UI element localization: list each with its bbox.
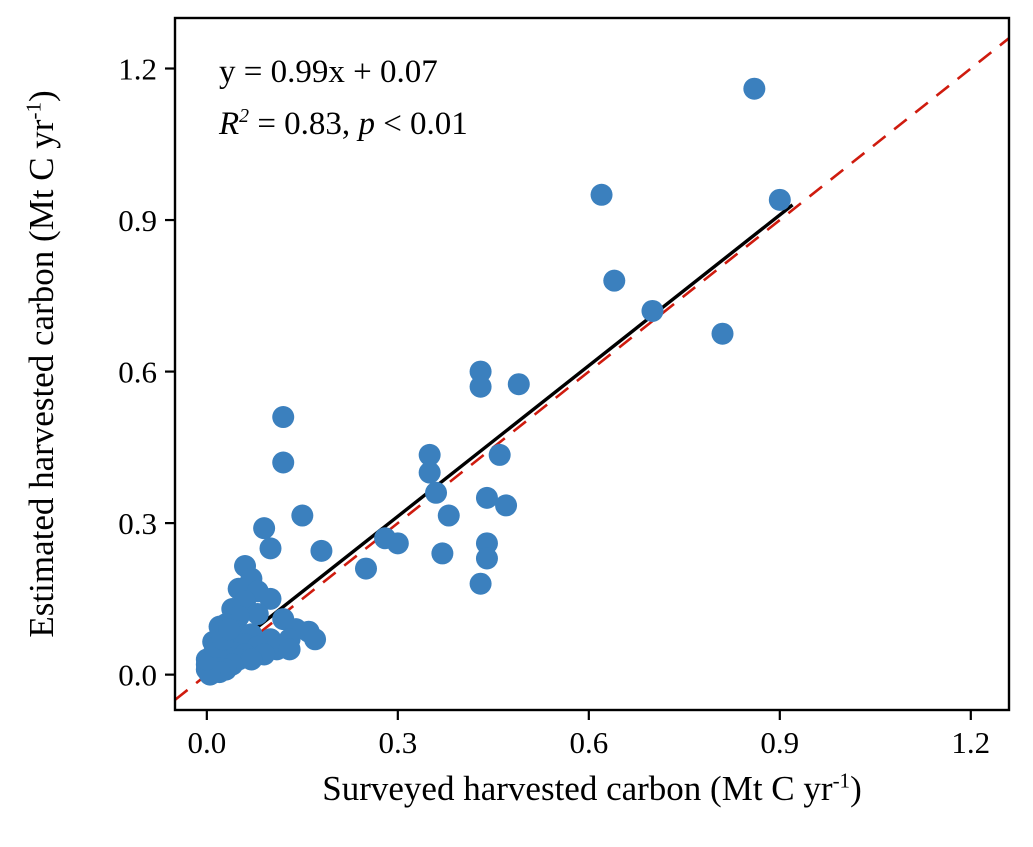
x-axis-title-text: Surveyed harvested carbon (Mt C yr xyxy=(322,769,833,808)
y-axis-title-text: Estimated harvested carbon (Mt C yr xyxy=(22,119,61,638)
data-point xyxy=(310,539,333,562)
r-squared-exponent: 2 xyxy=(239,105,250,128)
identity-line xyxy=(175,37,1009,701)
data-point xyxy=(488,443,511,466)
regression-equation: y = 0.99x + 0.07 xyxy=(219,54,438,90)
data-point xyxy=(418,461,441,484)
r-squared-value: = 0.83, xyxy=(249,106,359,143)
r-squared-symbol: R xyxy=(219,106,240,143)
data-point xyxy=(259,537,282,560)
data-point xyxy=(418,443,441,466)
x-tick-label: 0.0 xyxy=(187,725,226,760)
x-axis-title: Surveyed harvested carbon (Mt C yr-1) xyxy=(322,769,861,809)
y-tick-label: 0.3 xyxy=(118,506,157,541)
data-point xyxy=(246,603,269,626)
data-point xyxy=(711,322,734,345)
data-point xyxy=(590,183,613,206)
y-tick-label: 0.0 xyxy=(118,658,157,693)
data-point xyxy=(475,547,498,570)
regression-annotation: y = 0.99x + 0.07 R2 = 0.83, p < 0.01 xyxy=(219,46,468,150)
regression-stats: R2 = 0.83, p < 0.01 xyxy=(219,98,468,150)
regression-line xyxy=(205,203,794,669)
data-point xyxy=(507,373,530,396)
data-point xyxy=(425,481,448,504)
data-point xyxy=(469,360,492,383)
x-tick-label: 1.2 xyxy=(951,725,990,760)
y-axis-title-superscript: -1 xyxy=(21,102,46,120)
data-point xyxy=(743,77,766,100)
data-point xyxy=(304,628,327,651)
data-point xyxy=(354,557,377,580)
data-point xyxy=(291,504,314,527)
data-point xyxy=(272,406,295,429)
x-tick-label: 0.9 xyxy=(760,725,799,760)
data-point xyxy=(475,532,498,555)
y-tick-label: 0.9 xyxy=(118,203,157,238)
y-axis-title-close: ) xyxy=(22,90,61,103)
p-value: < 0.01 xyxy=(374,106,468,143)
y-tick-label: 0.6 xyxy=(118,355,157,390)
data-point xyxy=(278,638,301,661)
plot-box xyxy=(173,16,1011,712)
data-point xyxy=(253,517,276,540)
data-point xyxy=(431,542,454,565)
data-point xyxy=(603,269,626,292)
x-tick-label: 0.3 xyxy=(378,725,417,760)
data-point xyxy=(272,451,295,474)
data-point xyxy=(437,504,460,527)
x-tick-label: 0.6 xyxy=(569,725,608,760)
data-point xyxy=(259,587,282,610)
data-point xyxy=(386,532,409,555)
data-point xyxy=(475,486,498,509)
data-point xyxy=(240,648,263,671)
data-point xyxy=(469,375,492,398)
p-symbol: p xyxy=(358,106,375,143)
y-tick-label: 1.2 xyxy=(118,52,157,87)
data-point xyxy=(218,618,241,641)
y-axis-title: Estimated harvested carbon (Mt C yr-1) xyxy=(21,90,62,638)
x-axis-title-close: ) xyxy=(850,769,862,808)
data-point xyxy=(768,188,791,211)
data-point xyxy=(469,572,492,595)
data-point xyxy=(641,299,664,322)
data-point xyxy=(495,494,518,517)
x-axis-title-superscript: -1 xyxy=(832,768,851,793)
